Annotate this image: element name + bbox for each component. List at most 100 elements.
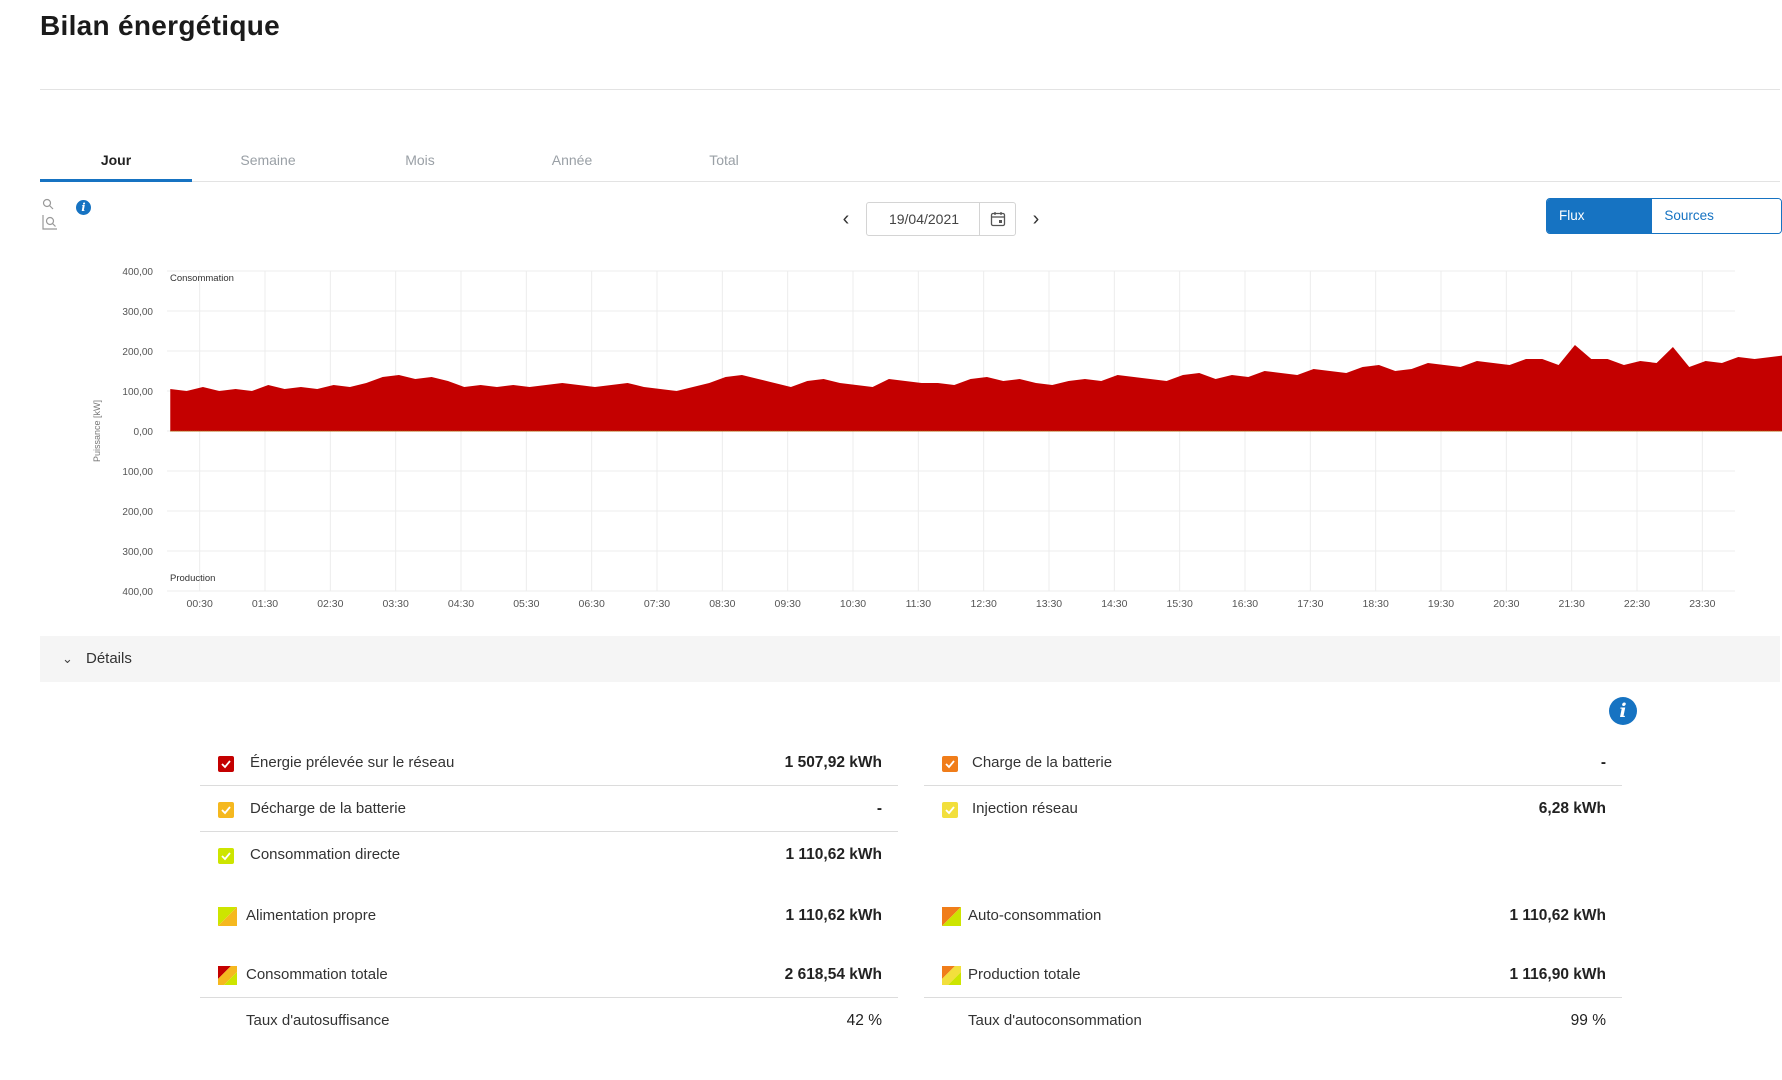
- x-tick-label: 09:30: [775, 598, 801, 610]
- tab-mois[interactable]: Mois: [405, 152, 435, 168]
- total-production-swatch: [942, 966, 961, 985]
- energy-flow-chart: 400,00 300,00 200,00 100,00 0,00 100,00 200,00…: [92, 267, 1782, 610]
- x-tick-label: 16:30: [1232, 598, 1258, 610]
- detail-value: 1 110,62 kWh: [1509, 907, 1606, 924]
- production-label: Production: [170, 573, 215, 584]
- detail-row-grid-import: Énergie prélevée sur le réseau 1 507,92 …: [200, 740, 898, 786]
- x-tick-label: 18:30: [1363, 598, 1389, 610]
- details-toggle[interactable]: ⌄ Détails: [40, 636, 1780, 682]
- detail-value: 1 110,62 kWh: [785, 907, 882, 924]
- tab-annee[interactable]: Année: [551, 152, 593, 168]
- detail-row-direct-consumption: Consommation directe 1 110,62 kWh: [200, 832, 898, 878]
- detail-value: -: [876, 800, 882, 817]
- x-tick-label: 01:30: [252, 598, 278, 610]
- calendar-button[interactable]: [979, 203, 1015, 235]
- detail-value: -: [1600, 754, 1606, 771]
- flux-energie-button[interactable]: Flux d'énergie: [1547, 199, 1653, 233]
- detail-label: Consommation totale: [246, 966, 388, 983]
- x-tick-label: 02:30: [317, 598, 343, 610]
- row-divider: [200, 831, 898, 832]
- detail-label: Auto-consommation: [968, 907, 1102, 924]
- date-field[interactable]: 19/04/2021: [866, 202, 1016, 236]
- grid-import-checkbox[interactable]: [218, 756, 234, 772]
- x-tick-label: 20:30: [1493, 598, 1519, 610]
- grid-feed-in-checkbox[interactable]: [942, 802, 958, 818]
- calendar-icon: [990, 212, 1005, 227]
- date-value[interactable]: 19/04/2021: [888, 211, 960, 227]
- tab-semaine[interactable]: Semaine: [240, 152, 296, 168]
- detail-row-battery-discharge: Décharge de la batterie -: [200, 786, 898, 832]
- row-divider: [924, 997, 1622, 998]
- y-tick-label: 200,00: [122, 347, 153, 358]
- detail-label: Taux d'autoconsommation: [968, 1012, 1142, 1029]
- y-tick-label: 100,00: [122, 387, 153, 398]
- detail-label: Injection réseau: [972, 800, 1078, 817]
- detail-row-self-consumption-rate: Taux d'autoconsommation 99 %: [924, 998, 1622, 1044]
- sources-energie-button[interactable]: Sources d'énergie: [1652, 199, 1781, 233]
- series-grid-import-area: [170, 345, 1782, 431]
- consumption-label: Consommation: [170, 273, 234, 284]
- tab-jour[interactable]: Jour: [40, 138, 192, 182]
- y-tick-label: 0,00: [134, 427, 154, 438]
- row-divider: [200, 785, 898, 786]
- next-day-button[interactable]: ›: [1032, 208, 1040, 230]
- zoom-in-icon[interactable]: [42, 198, 56, 210]
- y-tick-label: 400,00: [122, 587, 153, 598]
- detail-value: 2 618,54 kWh: [784, 966, 882, 983]
- detail-label: Charge de la batterie: [972, 754, 1113, 771]
- x-tick-label: 03:30: [383, 598, 409, 610]
- direct-consumption-checkbox[interactable]: [218, 848, 234, 864]
- self-consumption-swatch: [942, 907, 961, 926]
- x-tick-label: 21:30: [1559, 598, 1585, 610]
- detail-value: 42 %: [846, 1012, 882, 1029]
- tab-total[interactable]: Total: [709, 152, 739, 168]
- x-tick-label: 13:30: [1036, 598, 1062, 610]
- detail-value: 6,28 kWh: [1538, 800, 1606, 817]
- detail-row-total-consumption: Consommation totale 2 618,54 kWh: [200, 952, 898, 998]
- chevron-down-icon: ⌄: [62, 651, 73, 666]
- x-tick-label: 10:30: [840, 598, 866, 610]
- y-tick-label: 300,00: [122, 547, 153, 558]
- x-tick-label: 00:30: [187, 598, 213, 610]
- detail-row-self-consumption: Auto-consommation 1 110,62 kWh: [924, 893, 1622, 939]
- detail-value: 1 116,90 kWh: [1509, 966, 1606, 983]
- title-divider: [40, 89, 1780, 90]
- detail-label: Production totale: [968, 966, 1081, 983]
- x-tick-label: 08:30: [709, 598, 735, 610]
- x-tick-label: 06:30: [579, 598, 605, 610]
- view-toggle: Flux d'énergie Sources d'énergie: [1546, 198, 1782, 234]
- prev-day-button[interactable]: ‹: [842, 208, 850, 230]
- details-label: Détails: [86, 650, 132, 667]
- x-tick-label: 11:30: [906, 598, 932, 610]
- row-divider: [924, 785, 1622, 786]
- detail-row-total-production: Production totale 1 116,90 kWh: [924, 952, 1622, 998]
- y-axis-title: Puissance [kW]: [92, 400, 102, 462]
- battery-charge-checkbox[interactable]: [942, 756, 958, 772]
- detail-label: Énergie prélevée sur le réseau: [250, 754, 455, 771]
- detail-label: Décharge de la batterie: [250, 800, 406, 817]
- x-tick-label: 14:30: [1101, 598, 1127, 610]
- detail-row-self-supply: Alimentation propre 1 110,62 kWh: [200, 893, 898, 939]
- x-tick-label: 19:30: [1428, 598, 1454, 610]
- y-tick-label: 300,00: [122, 307, 153, 318]
- detail-label: Consommation directe: [250, 846, 401, 863]
- battery-discharge-checkbox[interactable]: [218, 802, 234, 818]
- period-tabs: Jour Semaine Mois Année Total: [40, 138, 1780, 182]
- info-icon[interactable]: i: [76, 200, 91, 215]
- x-tick-label: 22:30: [1624, 598, 1650, 610]
- detail-row-battery-charge: Charge de la batterie -: [924, 740, 1622, 786]
- row-divider: [200, 997, 898, 998]
- zoom-reset-icon[interactable]: [42, 214, 58, 230]
- detail-label: Taux d'autosuffisance: [246, 1012, 390, 1029]
- x-tick-label: 07:30: [644, 598, 670, 610]
- detail-label: Alimentation propre: [246, 907, 377, 924]
- detail-row-grid-feed-in: Injection réseau 6,28 kWh: [924, 786, 1622, 832]
- x-tick-label: 23:30: [1689, 598, 1715, 610]
- y-tick-label: 200,00: [122, 507, 153, 518]
- detail-row-self-sufficiency: Taux d'autosuffisance 42 %: [200, 998, 898, 1044]
- y-tick-label: 400,00: [122, 267, 153, 278]
- x-tick-label: 12:30: [971, 598, 997, 610]
- self-supply-swatch: [218, 907, 237, 926]
- details-info-icon[interactable]: i: [1609, 697, 1637, 725]
- total-consumption-swatch: [218, 966, 237, 985]
